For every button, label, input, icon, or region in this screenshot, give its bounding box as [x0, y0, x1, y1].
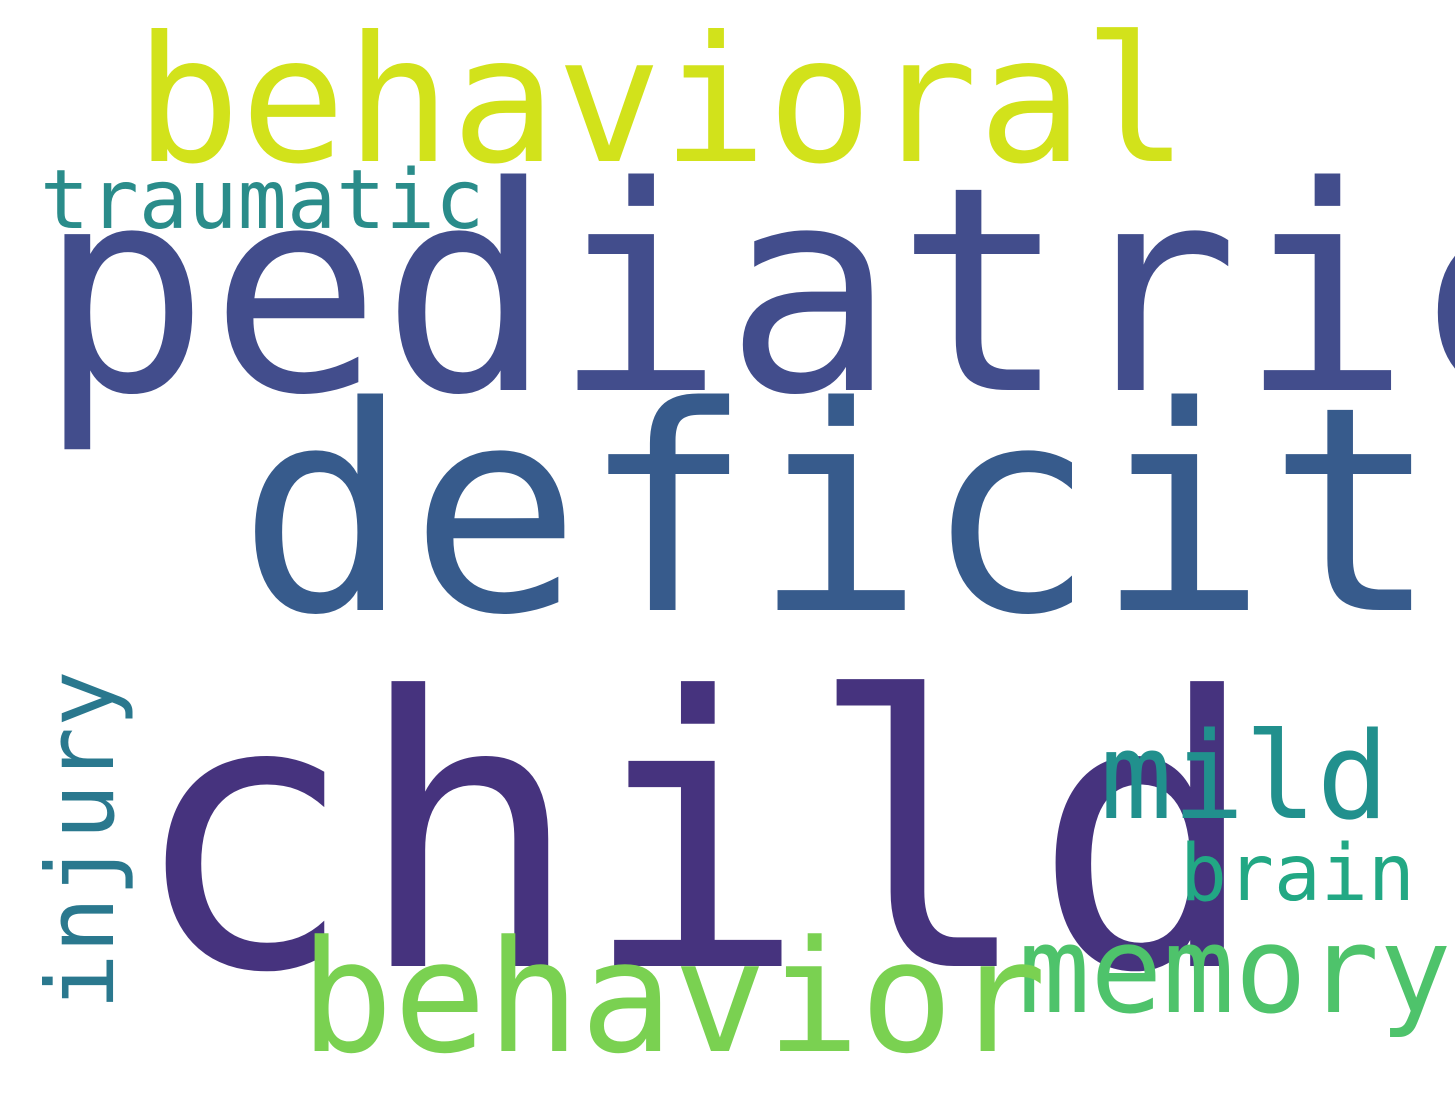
word-behavior: behavior	[300, 907, 1047, 1088]
word-pediatric: pediatric	[38, 126, 1455, 458]
word-brain: brain	[1180, 829, 1415, 919]
word-traumatic: traumatic	[40, 153, 485, 248]
word-deficit: deficit	[238, 346, 1440, 678]
word-mild: mild	[1100, 708, 1389, 847]
word-behavioral: behavioral	[135, 0, 1189, 203]
word-child: child	[130, 619, 1259, 1055]
word-injury: injury	[27, 670, 136, 1010]
word-memory: memory	[1018, 902, 1452, 1041]
